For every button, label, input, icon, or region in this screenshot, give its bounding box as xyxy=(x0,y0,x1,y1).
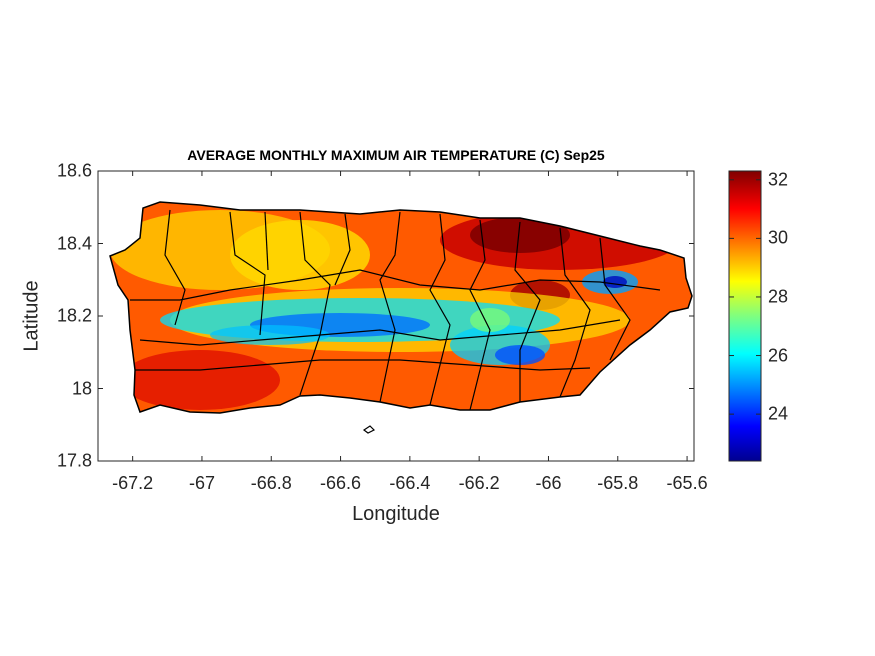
x-tick-label: -66 xyxy=(535,473,562,493)
municipality-boundaries xyxy=(130,209,661,411)
colorbar-tick-label: 24 xyxy=(768,403,789,424)
x-tick-label: -66.6 xyxy=(320,473,362,493)
colorbar xyxy=(728,170,762,462)
y-tick-label: 18 xyxy=(71,378,92,398)
temperature-field xyxy=(110,202,692,413)
map-title: AVERAGE MONTHLY MAXIMUM AIR TEMPERATURE … xyxy=(187,147,605,163)
x-axis-label: Longitude xyxy=(352,503,440,525)
small-island-outline xyxy=(362,425,376,434)
colorbar-tick-label: 28 xyxy=(768,286,789,307)
y-tick-label: 17.8 xyxy=(56,450,92,471)
y-axis-label: Latitude xyxy=(20,280,43,352)
y-axis-tick-marks xyxy=(98,170,694,462)
colorbar-tick-label: 32 xyxy=(768,169,789,190)
colorbar-tick-label: 26 xyxy=(768,345,789,366)
colorbar-tick-label: 30 xyxy=(768,227,789,248)
x-tick-label: -66.2 xyxy=(458,473,500,493)
y-tick-label: 18.4 xyxy=(56,233,92,253)
y-tick-label: 18.2 xyxy=(56,305,92,326)
y-tick-label: 18.6 xyxy=(56,160,92,181)
x-tick-label: -66.8 xyxy=(250,473,292,493)
coastline-outline xyxy=(109,201,693,414)
x-tick-label: -65.8 xyxy=(597,473,639,493)
colorbar-tick-marks xyxy=(729,179,761,415)
x-axis-tick-marks xyxy=(132,171,688,461)
x-tick-label: -67 xyxy=(188,473,215,493)
x-tick-label: -67.2 xyxy=(112,473,154,493)
x-tick-label: -66.4 xyxy=(389,473,431,493)
x-tick-label: -65.6 xyxy=(666,473,708,493)
